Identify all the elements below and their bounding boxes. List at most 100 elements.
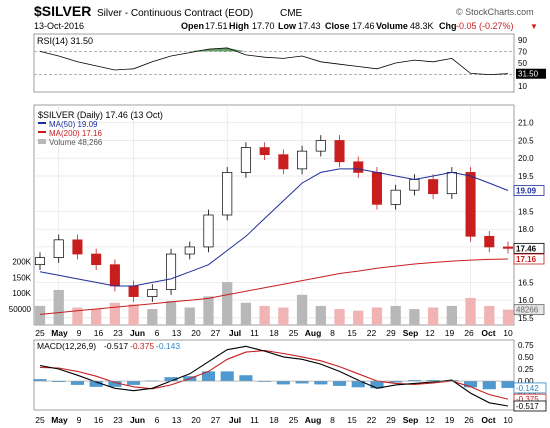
x-tick-label: 27 [211, 328, 221, 338]
x-tick-label: 12 [425, 415, 435, 425]
macd-badge [513, 400, 547, 412]
low-value: 17.43 [298, 21, 321, 31]
candle-body [465, 172, 476, 237]
x-tick-label: 16 [94, 415, 104, 425]
macd-histogram-bar [276, 381, 290, 385]
moving-averages [39, 168, 509, 315]
price-tick-label: 15.5 [518, 314, 534, 323]
volume-bar [390, 305, 401, 325]
macd-badge-label: -0.517 [516, 402, 539, 411]
candle-body [147, 289, 158, 297]
candle-body [72, 239, 83, 255]
x-tick-label: 23 [113, 415, 123, 425]
volume-bar [409, 309, 420, 325]
down-arrow-icon: ▼ [530, 22, 538, 31]
volume-bar [259, 305, 270, 325]
candle-body [53, 239, 64, 258]
candle-body [484, 235, 495, 248]
macd-badge-label: -0.375 [516, 395, 539, 404]
price-badge [513, 185, 545, 196]
x-tick-label: Jun [130, 328, 145, 338]
macd-histogram-bar [164, 377, 178, 382]
volume-tick-label: 100K [12, 289, 31, 298]
x-tick-label: 11 [250, 415, 259, 425]
macd-histogram-bar [52, 381, 66, 382]
volume-bar [72, 307, 83, 325]
close-label: Close [325, 21, 350, 31]
macd-hist-value: -0.143 [156, 341, 180, 351]
candle-body [446, 172, 457, 195]
macd-label: MACD(12,26,9) [37, 341, 96, 351]
candle-body [240, 147, 251, 173]
volume-tick-label: 150K [12, 273, 31, 282]
macd-histogram-bar [89, 381, 103, 387]
price-tick-label: 21.0 [518, 119, 534, 128]
x-tick-label: Sep [403, 415, 419, 425]
close-value: 17.46 [352, 21, 375, 31]
volume-bar [203, 296, 214, 325]
macd-histogram-bar [314, 381, 328, 385]
x-tick-label: 22 [367, 415, 377, 425]
x-tick-label: 26 [464, 328, 474, 338]
candle-body [371, 172, 382, 205]
ma50-legend-swatch [38, 122, 46, 124]
candle-body [128, 285, 139, 297]
rsi-tick-label: 70 [518, 47, 527, 56]
price-panel-frame [33, 104, 515, 326]
x-tick-label: 29 [386, 415, 396, 425]
rsi-panel-frame [33, 33, 515, 93]
copyright: © StockCharts.com [456, 7, 534, 17]
symbol-title: $SILVER [34, 3, 91, 19]
volume-bar [465, 297, 476, 325]
ma50-legend: MA(50) 19.09 [49, 120, 98, 129]
x-tick-label: Aug [305, 415, 322, 425]
x-tick-label: May [51, 328, 68, 338]
volume-bar [240, 302, 252, 325]
price-tick-label: 19.5 [518, 172, 534, 181]
x-axis-bottom: 25 May 9 16 23 Jun 6 13 20 27 Jul 11 18 25 Aug 8 15 22 29 S… [35, 415, 513, 425]
x-tick-label: 9 [77, 415, 82, 425]
x-tick-label: 6 [155, 328, 160, 338]
open-label: Open [181, 21, 204, 31]
rsi-tick-label: 50 [518, 59, 527, 68]
volume-value: 48.3K [410, 21, 434, 31]
macd-histogram-bar [201, 371, 216, 382]
candle-body [390, 189, 401, 205]
candle-body [409, 179, 420, 191]
x-tick-label: 27 [211, 415, 221, 425]
volume-bar [147, 309, 158, 325]
macd-signal-value: -0.375 [130, 341, 154, 351]
x-tick-label: Oct [481, 328, 495, 338]
volume-bar [91, 309, 102, 325]
x-tick-label: 18 [269, 328, 279, 338]
price-tick-label: 18.0 [518, 225, 534, 234]
ma50-line [39, 168, 509, 287]
rsi-current-label: 31.50 [518, 70, 539, 79]
x-tick-label: 10 [503, 415, 513, 425]
price-tick-label: 16.5 [518, 278, 534, 287]
x-tick-label: 25 [35, 328, 45, 338]
volume-bar [502, 309, 514, 325]
macd-tick-label: 0.25 [518, 365, 534, 374]
macd-tick-label: 0.75 [518, 341, 534, 350]
volume-bar [371, 307, 383, 325]
macd-tick-label: 0.00 [518, 377, 534, 386]
candle-body [222, 172, 233, 216]
x-tick-label: 13 [172, 328, 182, 338]
candle-body [91, 253, 102, 266]
price-tick-label: 16.0 [518, 296, 534, 305]
x-tick-label: 23 [113, 328, 123, 338]
price-badge-label: 17.16 [516, 255, 537, 264]
volume-bar [34, 305, 46, 325]
candle-body [34, 257, 46, 266]
macd-histogram-bar [258, 381, 272, 382]
macd-histogram-bar [108, 381, 122, 387]
high-value: 17.70 [252, 21, 275, 31]
x-tick-label: 20 [191, 328, 201, 338]
price-badge-label: 17.46 [516, 244, 537, 253]
description: Silver - Continuous Contract (EOD) [97, 8, 253, 19]
volume-bar [334, 309, 345, 325]
x-tick-label: 26 [464, 415, 474, 425]
low-label: Low [278, 21, 297, 31]
macd-histogram-bar [464, 381, 478, 388]
